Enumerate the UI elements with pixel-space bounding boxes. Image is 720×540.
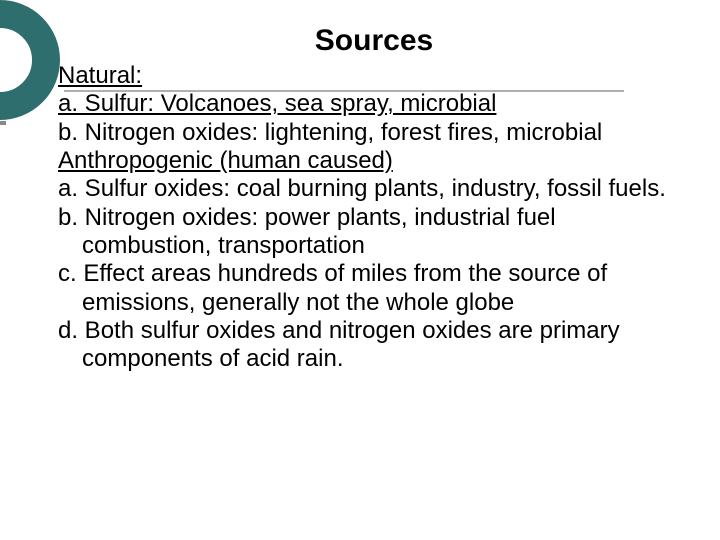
line-anthropogenic-d: d. Both sulfur oxides and nitrogen oxide…	[58, 317, 690, 374]
line-anthropogenic-b: b. Nitrogen oxides: power plants, indust…	[58, 204, 690, 261]
slide-title: Sources	[178, 24, 570, 58]
text-natural: Natural:	[58, 62, 142, 89]
ring-graphic	[0, 0, 60, 120]
divider-line-left	[0, 121, 6, 125]
line-natural-b: b. Nitrogen oxides: lightening, forest f…	[58, 119, 690, 147]
line-anthropogenic-heading: Anthropogenic (human caused)	[58, 147, 690, 175]
slide-body: Natural: a. Sulfur: Volcanoes, sea spray…	[58, 62, 690, 373]
text-natural-a: a. Sulfur: Volcanoes, sea spray, microbi…	[58, 90, 496, 117]
line-anthropogenic-c: c. Effect areas hundreds of miles from t…	[58, 260, 690, 317]
slide-content: Sources Natural: a. Sulfur: Volcanoes, s…	[58, 24, 690, 373]
line-anthropogenic-a: a. Sulfur oxides: coal burning plants, i…	[58, 175, 690, 203]
line-natural-heading: Natural:	[58, 62, 690, 90]
text-anthropogenic: Anthropogenic (human caused)	[58, 147, 393, 174]
line-natural-a: a. Sulfur: Volcanoes, sea spray, microbi…	[58, 90, 690, 118]
